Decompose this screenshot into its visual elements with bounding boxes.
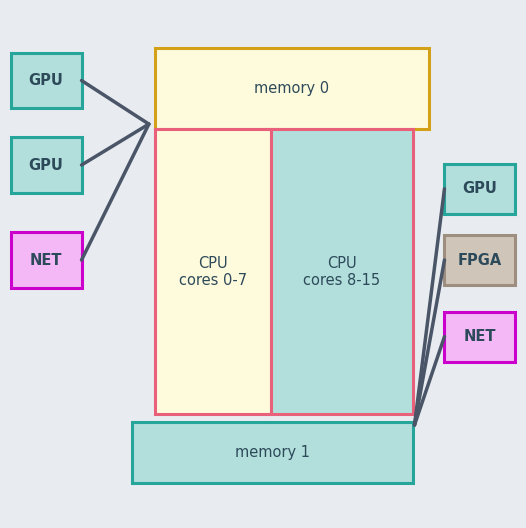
Bar — [11, 137, 82, 193]
Bar — [132, 422, 413, 483]
Bar — [11, 53, 82, 108]
Bar — [11, 232, 82, 288]
Bar — [155, 129, 271, 414]
Text: NET: NET — [464, 329, 496, 344]
Text: GPU: GPU — [28, 73, 64, 88]
Text: NET: NET — [30, 252, 62, 268]
Text: FPGA: FPGA — [458, 252, 502, 268]
Text: GPU: GPU — [28, 157, 64, 173]
Text: memory 1: memory 1 — [235, 445, 310, 460]
Text: CPU
cores 0-7: CPU cores 0-7 — [179, 256, 247, 288]
Bar — [444, 312, 515, 362]
Bar — [444, 164, 515, 214]
Text: GPU: GPU — [462, 181, 498, 196]
Text: memory 0: memory 0 — [255, 81, 329, 96]
Text: CPU
cores 8-15: CPU cores 8-15 — [304, 256, 380, 288]
Bar — [155, 48, 429, 129]
Bar — [444, 235, 515, 285]
Bar — [271, 129, 413, 414]
